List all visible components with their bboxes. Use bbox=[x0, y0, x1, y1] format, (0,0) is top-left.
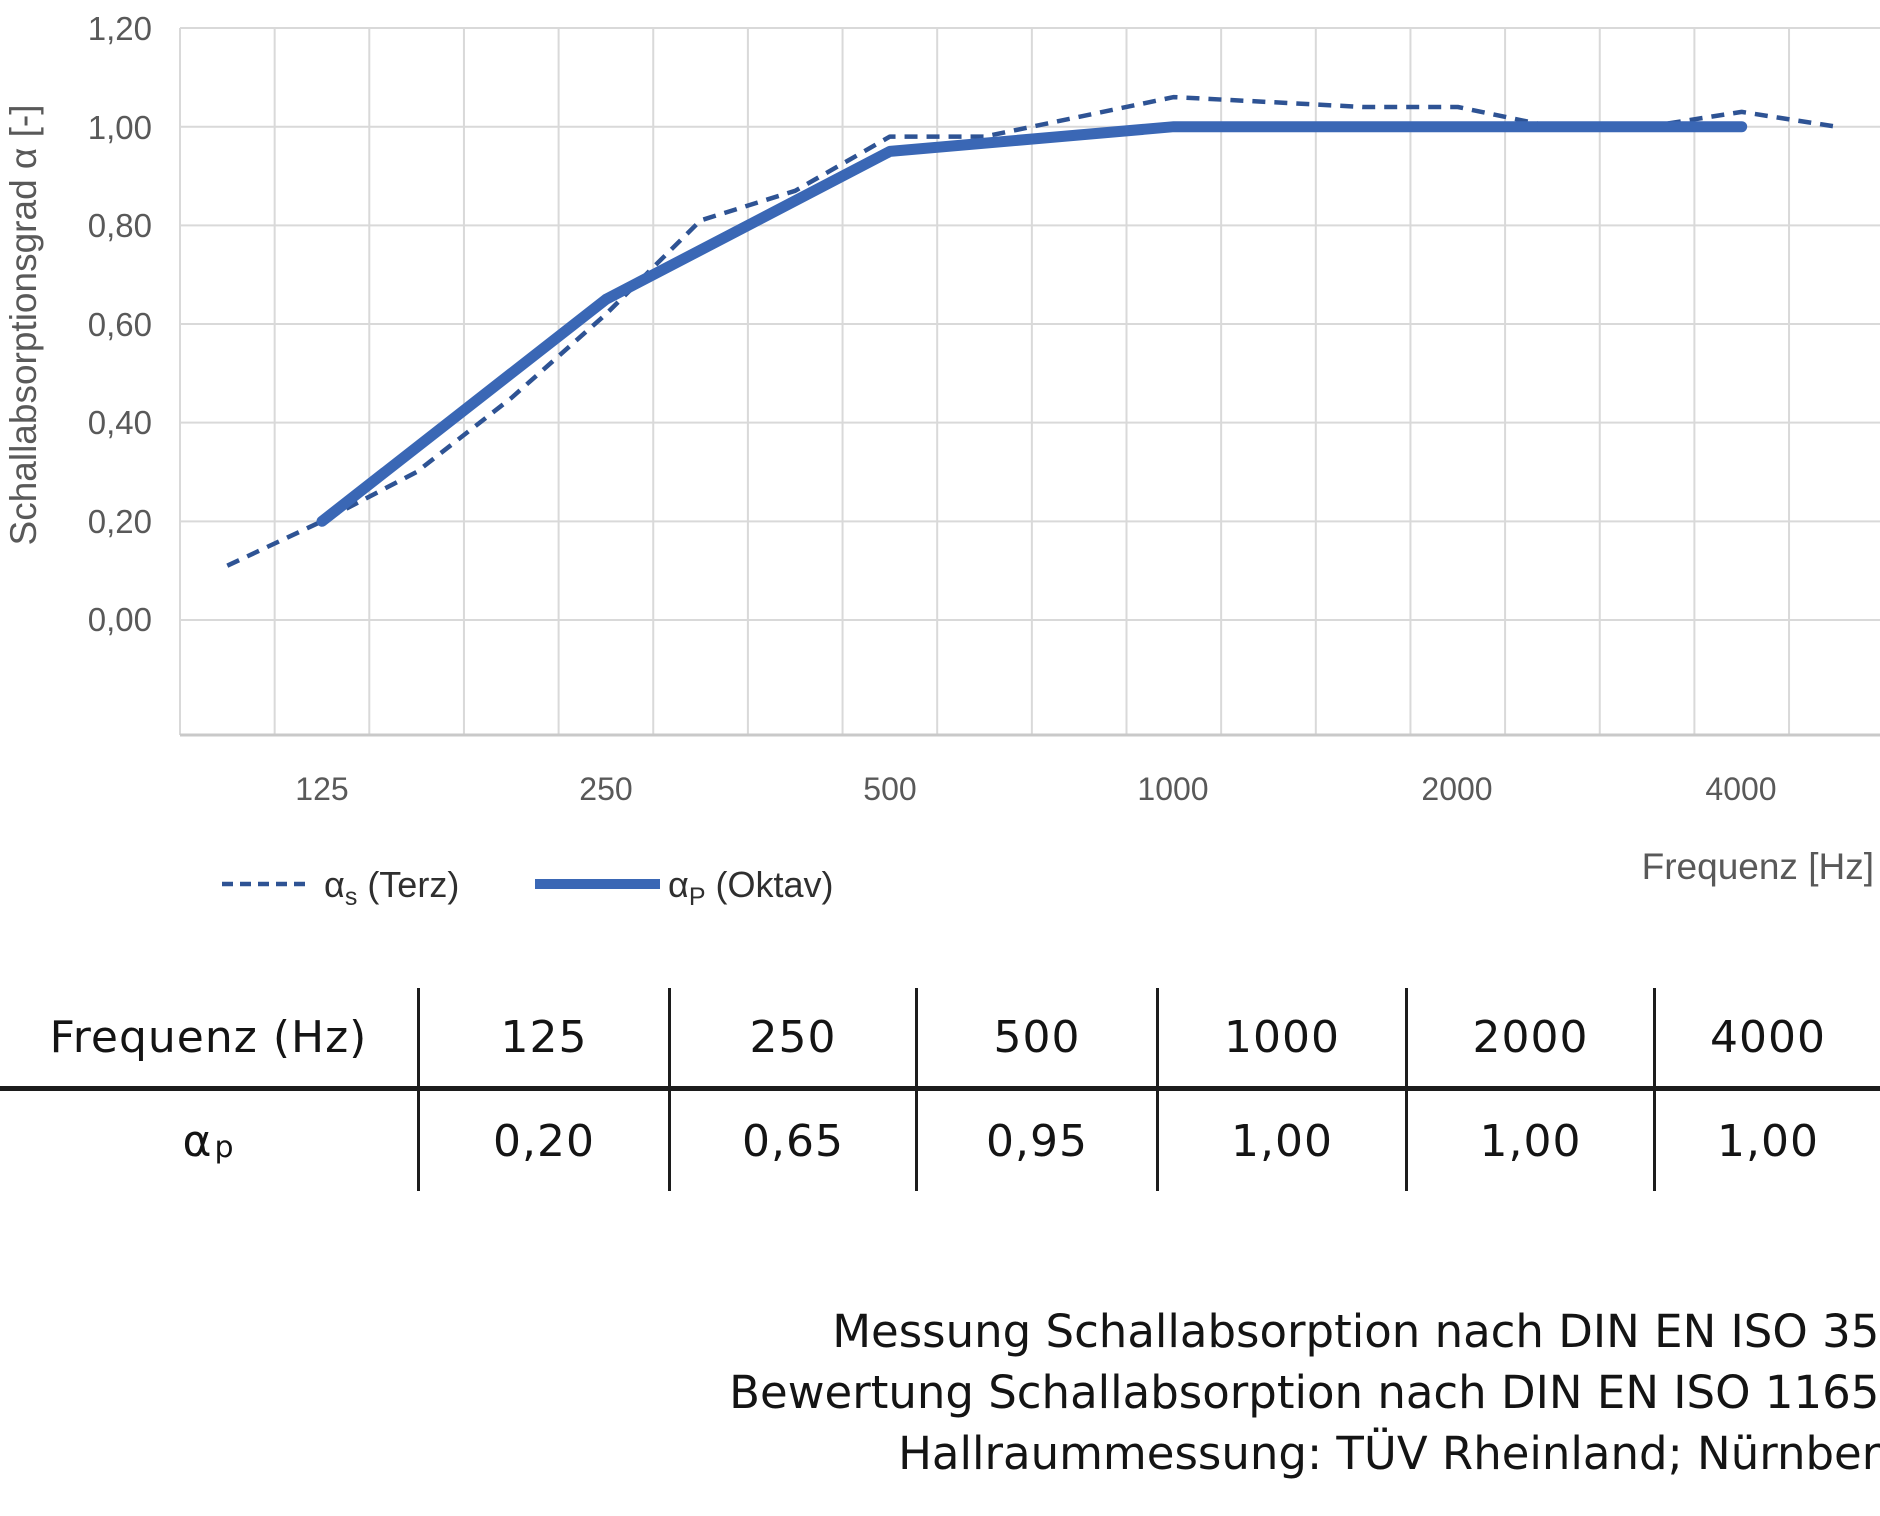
series-alpha-p-oktav bbox=[316, 121, 1748, 527]
table-header-row: Frequenz (Hz) 125 250 500 1000 2000 4000 bbox=[0, 988, 1880, 1091]
table-value-1000: 1,00 bbox=[1156, 1091, 1405, 1191]
y-tick: 0,40 bbox=[88, 404, 152, 441]
table-value-2000: 1,00 bbox=[1405, 1091, 1653, 1191]
table-header-125: 125 bbox=[417, 988, 668, 1086]
footnote-measurement-standard: Messung Schallabsorption nach DIN EN ISO… bbox=[832, 1305, 1880, 1358]
table-value-500: 0,95 bbox=[915, 1091, 1156, 1191]
y-tick: 0,60 bbox=[88, 306, 152, 343]
x-tick: 125 bbox=[295, 771, 348, 807]
table-value-4000: 1,00 bbox=[1653, 1091, 1880, 1191]
table-header-1000: 1000 bbox=[1156, 988, 1405, 1086]
chart-gridlines bbox=[179, 27, 1880, 737]
table-header-4000: 4000 bbox=[1653, 988, 1880, 1086]
measurement-footnotes: Messung Schallabsorption nach DIN EN ISO… bbox=[0, 1301, 1880, 1484]
y-tick: 1,20 bbox=[88, 10, 152, 47]
y-tick: 1,00 bbox=[88, 109, 152, 146]
y-axis-tick-labels: 1,20 1,00 0,80 0,60 0,40 0,20 0,00 bbox=[88, 10, 152, 638]
y-axis-title: Schallabsorptionsgrad α [-] bbox=[3, 105, 44, 546]
x-tick: 1000 bbox=[1137, 771, 1208, 807]
x-tick: 250 bbox=[579, 771, 632, 807]
x-axis-title: Frequenz [Hz] bbox=[1642, 846, 1874, 887]
y-tick: 0,20 bbox=[88, 503, 152, 540]
table-value-250: 0,65 bbox=[668, 1091, 915, 1191]
chart-legend: αs (Terz) αP (Oktav) bbox=[222, 864, 834, 911]
legend-label-oktav: αP (Oktav) bbox=[668, 864, 834, 911]
y-tick: 0,00 bbox=[88, 601, 152, 638]
x-tick: 2000 bbox=[1421, 771, 1492, 807]
y-tick: 0,80 bbox=[88, 207, 152, 244]
absorption-chart: 1,20 1,00 0,80 0,60 0,40 0,20 0,00 125 2… bbox=[3, 10, 1880, 911]
table-value-125: 0,20 bbox=[417, 1091, 668, 1191]
chart-series bbox=[226, 94, 1837, 568]
table-header-500: 500 bbox=[915, 988, 1156, 1086]
x-tick: 4000 bbox=[1705, 771, 1776, 807]
footnote-test-lab: Hallraummessung: TÜV Rheinland; Nürnberg bbox=[898, 1427, 1880, 1480]
x-axis-tick-labels: 125 250 500 1000 2000 4000 bbox=[295, 771, 1776, 807]
x-tick: 500 bbox=[863, 771, 916, 807]
table-header-250: 250 bbox=[668, 988, 915, 1086]
legend-label-terz: αs (Terz) bbox=[324, 864, 459, 911]
footnote-rating-standard: Bewertung Schallabsorption nach DIN EN I… bbox=[729, 1366, 1880, 1419]
table-header-frequency: Frequenz (Hz) bbox=[49, 1011, 368, 1063]
table-header-2000: 2000 bbox=[1405, 988, 1653, 1086]
absorption-rating-table: Frequenz (Hz) 125 250 500 1000 2000 4000… bbox=[0, 988, 1880, 1191]
